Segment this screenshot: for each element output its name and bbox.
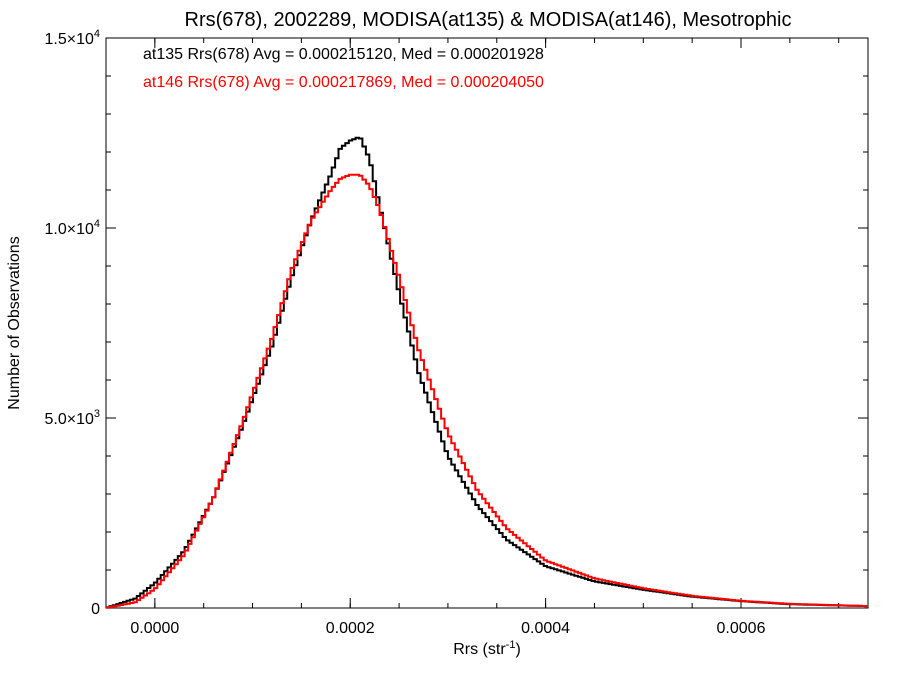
- x-axis-label: Rrs (str-1): [453, 639, 521, 658]
- y-tick-label: 5.0×103: [44, 408, 100, 428]
- x-tick-label: 0.0000: [130, 620, 179, 637]
- plot-area: 0.0000 0.0002 0.0004 0.0006 0 5.0×103 1.0×104 1…: [44, 28, 869, 637]
- legend-entry-at135: at135 Rrs(678) Avg = 0.000215120, Med = …: [143, 46, 544, 63]
- legend: at135 Rrs(678) Avg = 0.000215120, Med = …: [143, 46, 544, 91]
- x-tick-label: 0.0006: [717, 620, 766, 637]
- series-line-at146: [106, 173, 868, 609]
- plot-frame: [105, 37, 869, 609]
- y-tick-label: 0: [91, 601, 100, 618]
- legend-entry-at146: at146 Rrs(678) Avg = 0.000217869, Med = …: [143, 74, 544, 91]
- axis-ticks: 0.0000 0.0002 0.0004 0.0006 0 5.0×103 1.0×104 1…: [44, 28, 868, 637]
- chart-title: Rrs(678), 2002289, MODISA(at135) & MODIS…: [185, 9, 792, 31]
- x-tick-label: 0.0004: [521, 620, 570, 637]
- x-tick-label: 0.0002: [326, 620, 375, 637]
- series-line-at135: [106, 136, 868, 609]
- y-tick-label: 1.0×104: [44, 218, 100, 238]
- y-axis-label: Number of Observations: [6, 236, 23, 409]
- y-tick-label: 1.5×104: [44, 28, 100, 48]
- series-group: [106, 136, 868, 609]
